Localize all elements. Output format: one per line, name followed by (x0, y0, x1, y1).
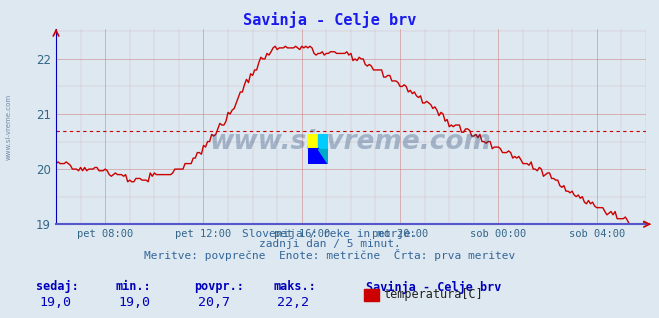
Text: Slovenija / reke in morje.: Slovenija / reke in morje. (242, 229, 417, 239)
Text: www.si-vreme.com: www.si-vreme.com (210, 129, 492, 155)
Text: Meritve: povprečne  Enote: metrične  Črta: prva meritev: Meritve: povprečne Enote: metrične Črta:… (144, 249, 515, 261)
Polygon shape (318, 149, 328, 164)
Text: min.:: min.: (115, 280, 151, 294)
Text: povpr.:: povpr.: (194, 280, 244, 294)
Text: 20,7: 20,7 (198, 296, 230, 309)
Text: 22,2: 22,2 (277, 296, 309, 309)
Text: 19,0: 19,0 (119, 296, 151, 309)
Text: zadnji dan / 5 minut.: zadnji dan / 5 minut. (258, 239, 401, 249)
Text: 19,0: 19,0 (40, 296, 72, 309)
Text: Savinja - Celje brv: Savinja - Celje brv (366, 280, 501, 294)
Text: temperatura[C]: temperatura[C] (384, 288, 483, 301)
Text: sedaj:: sedaj: (36, 280, 79, 294)
Polygon shape (318, 134, 328, 149)
Polygon shape (308, 134, 318, 149)
Text: maks.:: maks.: (273, 280, 316, 294)
Polygon shape (308, 149, 328, 164)
Text: www.si-vreme.com: www.si-vreme.com (5, 94, 12, 160)
Text: Savinja - Celje brv: Savinja - Celje brv (243, 11, 416, 28)
